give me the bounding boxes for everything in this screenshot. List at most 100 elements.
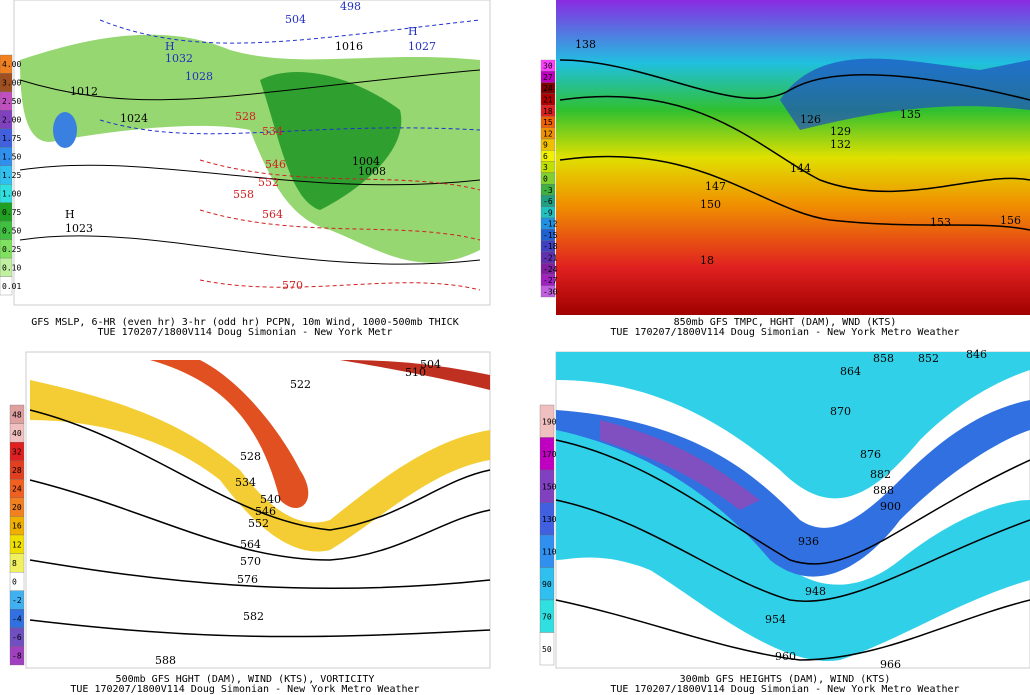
- contour-label: 126: [800, 113, 821, 126]
- contour-label: 153: [930, 216, 951, 229]
- colorbar-label: 48: [12, 410, 22, 419]
- colorbar-swatch: [9, 646, 25, 666]
- contour-label: 129: [830, 125, 851, 138]
- contour-label: 510: [405, 366, 426, 379]
- colorbar-label: 70: [542, 612, 552, 621]
- contour-label: 147: [705, 180, 726, 193]
- contour-label: 576: [237, 573, 258, 586]
- colorbar-label: 0.25: [2, 245, 21, 254]
- colorbar-label: 40: [12, 429, 22, 438]
- contour-label: 558: [233, 188, 254, 201]
- contour-label: 852: [918, 352, 939, 365]
- colorbar-label: 3.00: [2, 79, 21, 88]
- colorbar-label: 16: [12, 522, 22, 531]
- colorbar-label: 24: [543, 84, 553, 93]
- colorbar-label: 1.25: [2, 171, 21, 180]
- colorbar-label: -6: [12, 633, 22, 642]
- contour-label: 858: [873, 352, 894, 365]
- colorbar-label: 28: [12, 466, 22, 475]
- contour-label: 1004: [352, 155, 380, 168]
- caption: 300mb GFS HEIGHTS (DAM), WIND (KTS): [680, 674, 891, 685]
- colorbar-label: -30: [543, 287, 558, 296]
- contour-label: 570: [282, 279, 303, 292]
- colorbar-label: 6: [543, 152, 548, 161]
- contour-label: 1024: [120, 112, 148, 125]
- colorbar-label: 0: [12, 577, 17, 586]
- contour-label: 1027: [408, 40, 436, 53]
- contour-label: 588: [155, 654, 176, 667]
- contour-label: 876: [860, 448, 881, 461]
- contour-label: 948: [805, 585, 826, 598]
- colorbar-label: 1.75: [2, 134, 21, 143]
- colorbar-label: 18: [543, 107, 553, 116]
- colorbar-swatch: [0, 276, 13, 296]
- caption: TUE 170207/1800V114 Doug Simonian - New …: [97, 327, 392, 338]
- colorbar-label: 0.01: [2, 282, 21, 291]
- colorbar-label: 2.50: [2, 97, 21, 106]
- caption: TUE 170207/1800V114 Doug Simonian - New …: [610, 327, 959, 338]
- colorbar-label: 15: [543, 118, 553, 127]
- colorbar-label: -21: [543, 254, 558, 263]
- contour-label: 546: [265, 158, 286, 171]
- contour-label: 846: [966, 348, 987, 361]
- colorbar-label: -6: [543, 197, 553, 206]
- contour-label: 150: [700, 198, 721, 211]
- colorbar-label: 32: [12, 447, 22, 456]
- caption: TUE 170207/1800V114 Doug Simonian - New …: [610, 684, 959, 695]
- colorbar-label: -9: [543, 208, 553, 217]
- colorbar-label: 170: [542, 450, 557, 459]
- caption: 500mb GFS HGHT (DAM), WIND (KTS), VORTIC…: [116, 674, 375, 685]
- panel-500mb: [25, 351, 491, 669]
- colorbar-label: 130: [542, 515, 557, 524]
- contour-label: 504: [420, 358, 441, 371]
- contour-label: 528: [240, 450, 261, 463]
- contour-label: H: [408, 25, 418, 38]
- colorbar-label: 2.00: [2, 116, 21, 125]
- colorbar-label: 24: [12, 485, 22, 494]
- caption: GFS MSLP, 6-HR (even hr) 3-hr (odd hr) P…: [31, 317, 458, 328]
- contour-label: 138: [575, 38, 596, 51]
- contour-label: 522: [290, 378, 311, 391]
- contour-label: 156: [1000, 214, 1021, 227]
- caption: 850mb GFS TMPC, HGHT (DAM), WND (KTS): [674, 317, 897, 328]
- contour-label: 1023: [65, 222, 93, 235]
- colorbar-label: 0.10: [2, 263, 21, 272]
- colorbar-label: 1.00: [2, 189, 21, 198]
- panel-mslp: [13, 0, 491, 306]
- colorbar-label: 150: [542, 482, 557, 491]
- contour-label: 582: [243, 610, 264, 623]
- contour-label: 1008: [358, 165, 386, 178]
- contour-label: 882: [870, 468, 891, 481]
- colorbar-label: 3: [543, 163, 548, 172]
- colorbar-label: 0: [543, 175, 548, 184]
- colorbar-label: -2: [12, 596, 22, 605]
- colorbar-label: 4.00: [2, 60, 21, 69]
- contour-label: 564: [240, 538, 261, 551]
- colorbar-label: -3: [543, 186, 553, 195]
- contour-label: 564: [262, 208, 283, 221]
- colorbar-label: 190: [542, 417, 557, 426]
- contour-label: 1028: [185, 70, 213, 83]
- contour-label: 570: [240, 555, 261, 568]
- colorbar-label: 8: [12, 559, 17, 568]
- contour-label: 864: [840, 365, 861, 378]
- contour-label: 540: [260, 493, 281, 506]
- contour-label: 1032: [165, 52, 193, 65]
- contour-label: 552: [248, 517, 269, 530]
- contour-label: 966: [880, 658, 901, 671]
- contour-label: 1012: [70, 85, 98, 98]
- caption: TUE 170207/1800V114 Doug Simonian - New …: [70, 684, 419, 695]
- colorbar-label: 0.75: [2, 208, 21, 217]
- colorbar-label: 20: [12, 503, 22, 512]
- contour-label: 534: [262, 125, 283, 138]
- colorbar-label: 12: [543, 129, 553, 138]
- panel-850mb: [556, 0, 1030, 315]
- contour-label: 870: [830, 405, 851, 418]
- contour-label: 1016: [335, 40, 363, 53]
- colorbar-label: 110: [542, 547, 557, 556]
- contour-label: 888: [873, 484, 894, 497]
- colorbar-label: 9: [543, 141, 548, 150]
- colorbar-label: -8: [12, 652, 22, 661]
